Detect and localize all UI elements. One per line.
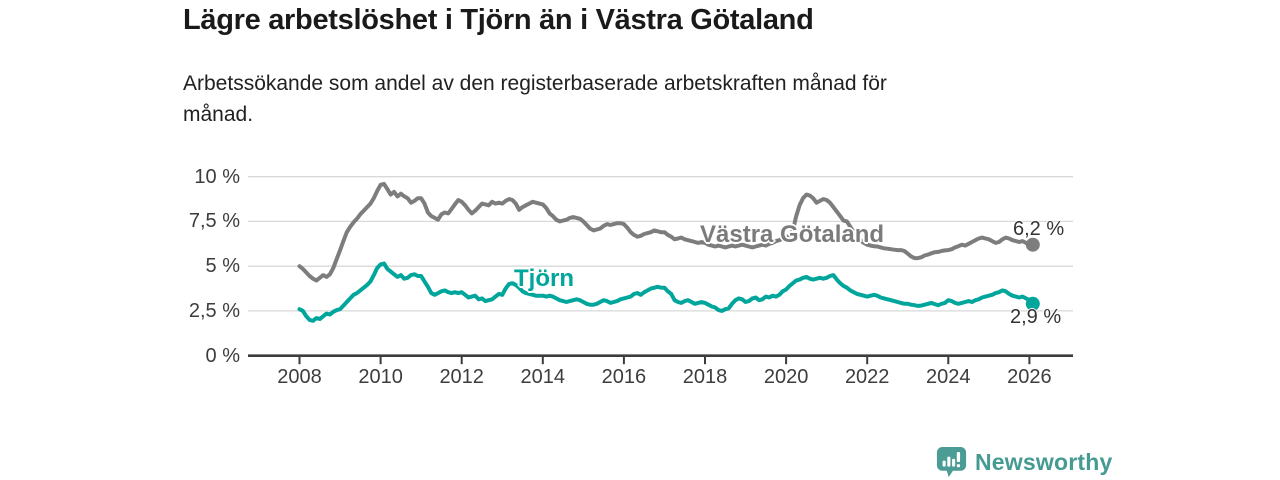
- logo-bubble-shape: [936, 447, 967, 478]
- y-axis-tick-label: 5 %: [205, 255, 240, 278]
- chart-subtitle-line1: Arbetssökande som andel av den registerb…: [183, 72, 887, 95]
- x-axis-tick-label: 2010: [358, 366, 403, 388]
- x-axis-tick-label: 2012: [439, 366, 484, 388]
- brand-footer: Newsworthy: [936, 446, 1112, 479]
- x-axis-tick-label: 2014: [520, 366, 566, 388]
- chart-subtitle: Arbetssökande som andel av den registerb…: [183, 68, 887, 130]
- y-axis-tick-label: 0 %: [205, 344, 240, 367]
- x-axis-tick-label: 2024: [926, 366, 971, 388]
- series-label-tjorn: Tjörn: [514, 265, 574, 292]
- series-label-vastra-gotaland: Västra Götaland: [700, 221, 885, 248]
- x-axis-tick-label: 2022: [844, 366, 890, 388]
- chart-title: Lägre arbetslöshet i Tjörn än i Västra G…: [183, 4, 814, 36]
- y-axis-tick-label: 10 %: [194, 165, 240, 188]
- chart-subtitle-line2: månad.: [183, 103, 254, 126]
- x-axis-tick-label: 2008: [277, 366, 322, 388]
- y-axis-tick-label: 7,5 %: [188, 210, 240, 233]
- x-axis-tick-label: 2018: [682, 366, 728, 388]
- x-axis-tick-label: 2026: [1007, 366, 1052, 388]
- y-axis-tick-label: 2,5 %: [188, 299, 240, 322]
- end-value-label-tjorn: 2,9 %: [1010, 306, 1062, 328]
- x-axis-tick-label: 2020: [763, 366, 809, 388]
- end-value-label-vastra-gotaland: 6,2 %: [1013, 218, 1065, 240]
- x-axis-tick-label: 2016: [601, 366, 647, 388]
- newsworthy-logo-icon: [936, 447, 967, 478]
- brand-name: Newsworthy: [975, 449, 1113, 475]
